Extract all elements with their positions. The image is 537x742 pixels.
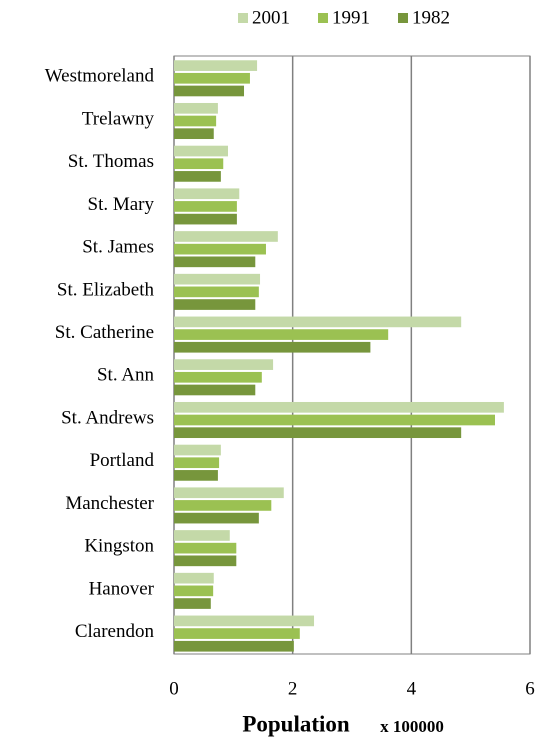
bar: [174, 256, 256, 268]
bar: [174, 555, 237, 567]
bar: [174, 530, 230, 541]
y-tick-label: St. Ann: [97, 365, 155, 386]
bar: [174, 243, 266, 255]
x-tick-label: 6: [525, 678, 535, 699]
bar: [174, 457, 220, 469]
bar: [174, 542, 237, 554]
bar: [174, 444, 221, 456]
bar: [174, 500, 272, 511]
bar: [174, 572, 214, 584]
y-tick-label: Hanover: [89, 578, 155, 599]
legend-swatch: [398, 13, 408, 23]
y-tick-label: Manchester: [65, 493, 154, 514]
y-tick-label: St. Elizabeth: [57, 279, 155, 300]
bar: [174, 470, 218, 481]
legend-label: 1982: [412, 7, 450, 28]
bar: [174, 585, 214, 597]
bar: [174, 158, 224, 170]
bar: [174, 512, 259, 524]
y-tick-label: St. Thomas: [68, 151, 154, 172]
bar: [174, 329, 389, 340]
bar: [174, 628, 300, 639]
bar: [174, 316, 462, 328]
y-tick-label: St. Mary: [88, 194, 155, 215]
bar: [174, 60, 258, 71]
legend-label: 1991: [332, 7, 370, 28]
bar: [174, 273, 261, 285]
y-tick-label: Trelawny: [82, 108, 155, 129]
bar: [174, 231, 278, 242]
x-axis-unit: x 100000: [380, 717, 444, 736]
x-tick-label: 2: [288, 678, 298, 699]
bar: [174, 145, 228, 157]
bar: [174, 384, 256, 396]
bar: [174, 201, 237, 212]
y-tick-label: St. Catherine: [55, 322, 154, 343]
legend-label: 2001: [252, 7, 290, 28]
bar: [174, 115, 217, 127]
y-tick-label: St. James: [82, 237, 154, 258]
x-axis-label: Population: [242, 711, 350, 736]
bar: [174, 286, 259, 298]
bar: [174, 85, 245, 97]
legend-swatch: [238, 13, 248, 23]
bar: [174, 341, 371, 353]
bar: [174, 615, 315, 627]
bar: [174, 598, 211, 609]
bar: [174, 102, 218, 114]
bar: [174, 188, 240, 200]
bar: [174, 487, 284, 499]
x-tick-label: 4: [407, 678, 417, 699]
bar: [174, 640, 294, 652]
bar: [174, 427, 462, 439]
x-tick-label: 0: [169, 678, 179, 699]
bar: [174, 128, 214, 140]
legend-swatch: [318, 13, 328, 23]
bar: [174, 72, 250, 84]
y-tick-label: Kingston: [84, 536, 154, 557]
bar: [174, 401, 504, 413]
bar: [174, 213, 237, 225]
y-tick-label: Portland: [90, 450, 155, 471]
bar: [174, 299, 256, 310]
bar: [174, 359, 274, 370]
y-tick-label: Clarendon: [75, 621, 155, 642]
bar: [174, 171, 221, 182]
bar: [174, 414, 495, 426]
bar: [174, 371, 262, 383]
y-tick-label: St. Andrews: [61, 407, 154, 428]
y-tick-label: Westmoreland: [45, 66, 155, 87]
